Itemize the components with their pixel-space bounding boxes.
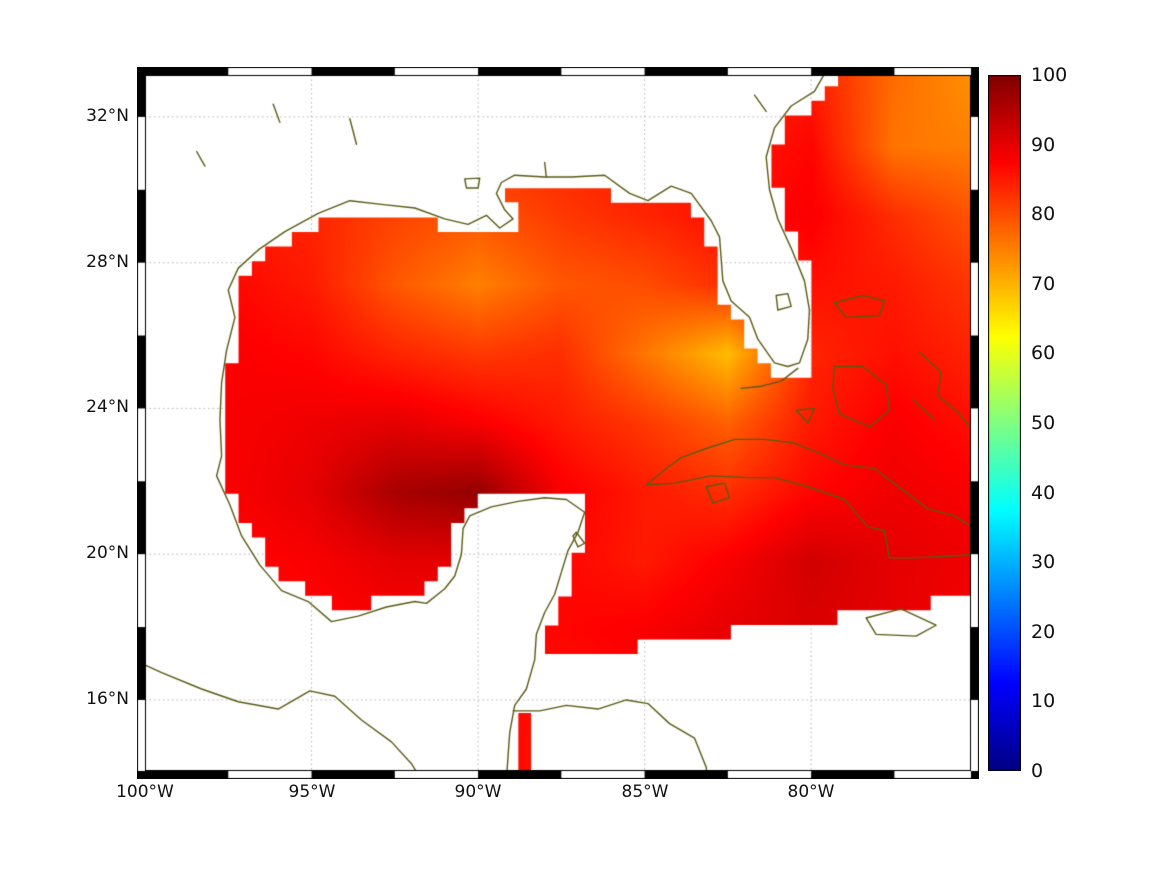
- colorbar-tick-label-60: 60: [1031, 342, 1056, 364]
- colorbar-tick-label-30: 30: [1031, 551, 1056, 573]
- x-tick-label-95w: 95°W: [288, 782, 336, 802]
- colorbar-tick-label-50: 50: [1031, 412, 1056, 434]
- y-tick-label-20n: 20°N: [86, 543, 129, 563]
- colorbar-tick-label-90: 90: [1031, 134, 1056, 156]
- colorbar-tick-label-100: 100: [1031, 64, 1068, 86]
- gulf-of-mexico-heatmap-canvas: [137, 67, 979, 779]
- colorbar-gradient-canvas: [988, 75, 1021, 771]
- x-tick-label-100w: 100°W: [116, 782, 174, 802]
- y-tick-label-16n: 16°N: [86, 689, 129, 709]
- colorbar-tick-label-70: 70: [1031, 273, 1056, 295]
- colorbar-tick-label-0: 0: [1031, 760, 1044, 782]
- colorbar-tick-label-80: 80: [1031, 203, 1056, 225]
- x-tick-label-85w: 85°W: [621, 782, 669, 802]
- y-tick-label-28n: 28°N: [86, 252, 129, 272]
- colorbar-tick-label-20: 20: [1031, 621, 1056, 643]
- x-tick-label-90w: 90°W: [454, 782, 502, 802]
- colorbar-tick-label-10: 10: [1031, 690, 1056, 712]
- colorbar-tick-label-40: 40: [1031, 482, 1056, 504]
- y-tick-label-24n: 24°N: [86, 397, 129, 417]
- y-tick-label-32n: 32°N: [86, 106, 129, 126]
- x-tick-label-80w: 80°W: [787, 782, 835, 802]
